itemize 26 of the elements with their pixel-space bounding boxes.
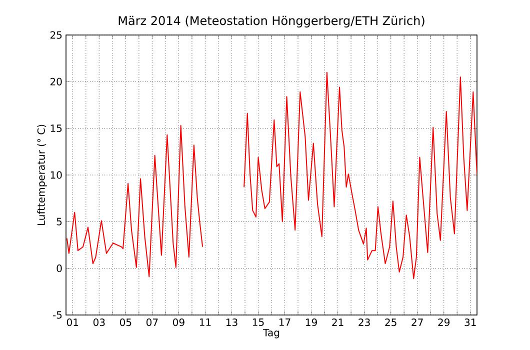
y-tick-label: 25	[50, 31, 62, 39]
x-tick-label: 21	[332, 318, 344, 326]
y-tick-label: 10	[50, 171, 62, 179]
x-tick-label: 15	[252, 318, 264, 326]
x-tick-label: 31	[464, 318, 476, 326]
x-tick-label: 05	[120, 318, 132, 326]
x-tick-label: 07	[146, 318, 158, 326]
x-tick-label: 27	[412, 318, 423, 326]
y-tick-label: 20	[50, 78, 62, 86]
x-tick-label: 09	[172, 318, 184, 326]
chart-title: März 2014 (Meteostation Hönggerberg/ETH Zürich)	[118, 16, 424, 28]
y-tick-label: 0	[56, 264, 62, 272]
x-tick-label: 29	[438, 318, 450, 326]
x-tick-label: 01	[66, 318, 78, 326]
x-axis-title: Tag	[263, 328, 280, 338]
y-axis-title: Lufttemperatur (° C)	[37, 124, 47, 226]
y-tick-label: 15	[50, 124, 62, 132]
x-tick-label: 23	[358, 318, 370, 326]
y-tick-label: 5	[56, 218, 62, 226]
x-tick-label: 19	[306, 318, 317, 326]
x-tick-label: 03	[93, 318, 105, 326]
x-tick-label: 17	[279, 318, 290, 326]
y-tick-label: -5	[52, 311, 62, 319]
x-tick-label: 11	[200, 318, 211, 326]
x-tick-label: 25	[385, 318, 396, 326]
x-tick-label: 13	[226, 318, 238, 326]
